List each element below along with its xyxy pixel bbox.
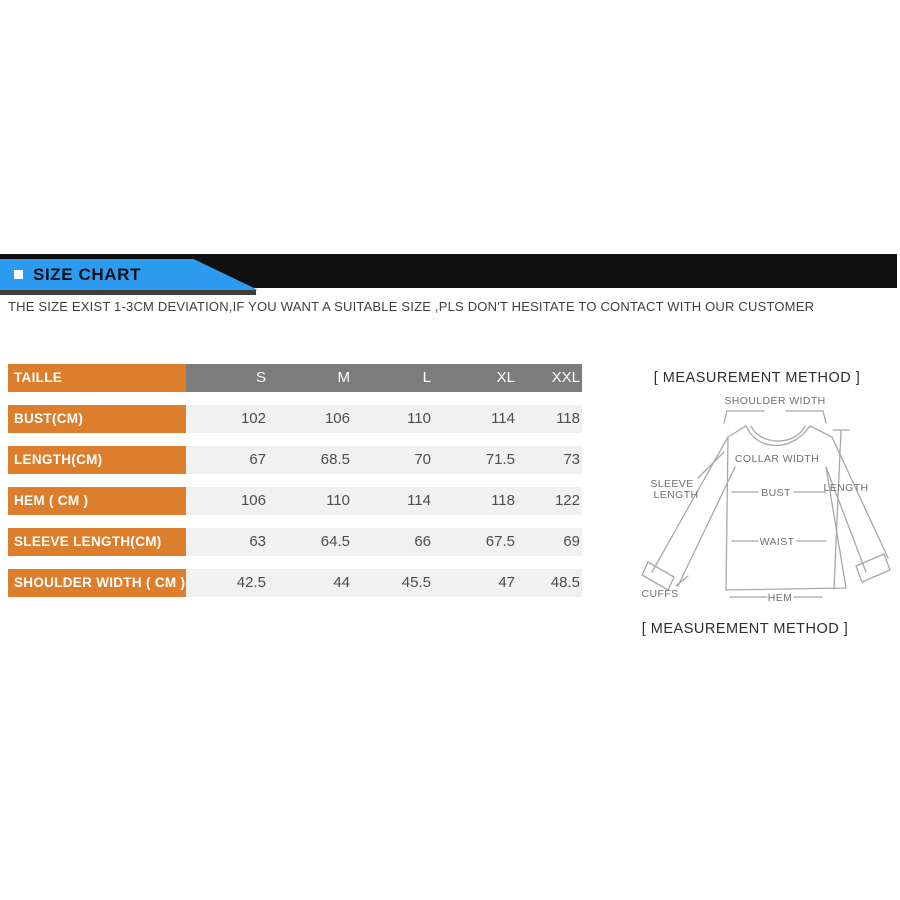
row-label: LENGTH(CM) [8, 446, 186, 474]
cell-value: 102 [240, 410, 266, 427]
sleeve-length-label-line1: SLEEVE [650, 478, 693, 490]
cell-value: 71.5 [485, 451, 515, 468]
cell-value: 114 [491, 410, 515, 427]
row-label: BUST(CM) [8, 405, 186, 433]
cell-value: 63 [249, 533, 266, 550]
cell-value: 44 [333, 574, 350, 591]
cell-value: 118 [556, 410, 580, 427]
square-bullet-icon [14, 270, 23, 279]
table-row-hem: HEM ( CM ) 106 110 114 118 122 [8, 487, 582, 515]
cell-value: 67 [249, 451, 266, 468]
shoulder-width-bracket [723, 410, 827, 424]
cuffs-label: CUFFS [642, 588, 679, 600]
left-cuff [641, 561, 675, 591]
collar-outer-line [745, 425, 811, 447]
row-values: 42.5 44 45.5 47 48.5 [186, 569, 582, 597]
right-sleeve [825, 436, 889, 573]
table-row-sleeve-length: SLEEVE LENGTH(CM) 63 64.5 66 67.5 69 [8, 528, 582, 556]
cell-value: 118 [491, 492, 515, 509]
row-header-taille: TAILLE [8, 364, 186, 392]
cell-value: 42.5 [236, 574, 266, 591]
banner-shadow-strip [0, 290, 256, 295]
table-row-length: LENGTH(CM) 67 68.5 70 71.5 73 [8, 446, 582, 474]
measurement-method-title-top: [ MEASUREMENT METHOD ] [654, 370, 861, 386]
cell-value: 70 [414, 451, 431, 468]
row-label: HEM ( CM ) [8, 487, 186, 515]
bust-label: BUST [761, 487, 791, 499]
sleeve-length-pointer-line [697, 451, 725, 479]
measurement-method-diagram: [ MEASUREMENT METHOD ] SHOULDER WIDTH CO… [640, 360, 895, 650]
cell-value: 69 [563, 533, 580, 550]
size-chart-banner: SIZE CHART [0, 254, 897, 296]
length-label: LENGTH [824, 482, 869, 494]
cell-value: 110 [407, 410, 431, 427]
col-header-xl: XL [496, 369, 515, 386]
cell-value: 106 [324, 410, 350, 427]
row-values: 67 68.5 70 71.5 73 [186, 446, 582, 474]
row-values: 63 64.5 66 67.5 69 [186, 528, 582, 556]
shoulder-seams [727, 425, 833, 438]
table-row-bust: BUST(CM) 102 106 110 114 118 [8, 405, 582, 433]
size-deviation-disclaimer: THE SIZE EXIST 1-3CM DEVIATION,IF YOU WA… [8, 299, 815, 314]
cell-value: 122 [554, 492, 580, 509]
hem-label: HEM [768, 592, 793, 604]
size-header-cells: S M L XL XXL [186, 364, 582, 392]
sleeve-length-label-line2: LENGTH [654, 489, 699, 501]
cell-value: 45.5 [401, 574, 431, 591]
col-header-m: M [337, 369, 351, 386]
collar-inner-line [750, 425, 806, 442]
col-header-xxl: XXL [551, 369, 580, 386]
cuffs-pointer-line [675, 575, 689, 587]
table-row-shoulder-width: SHOULDER WIDTH ( CM ) 42.5 44 45.5 47 48… [8, 569, 582, 597]
left-sleeve [651, 436, 736, 587]
cell-value: 68.5 [320, 451, 350, 468]
row-values: 102 106 110 114 118 [186, 405, 582, 433]
table-header-row: TAILLE S M L XL XXL [8, 364, 582, 392]
cell-value: 48.5 [550, 574, 580, 591]
col-header-s: S [255, 369, 266, 386]
cell-value: 106 [240, 492, 266, 509]
shirt-sketch: [ MEASUREMENT METHOD ] SHOULDER WIDTH CO… [641, 370, 891, 637]
banner-title: SIZE CHART [33, 265, 141, 284]
cell-value: 64.5 [320, 533, 350, 550]
cell-value: 67.5 [485, 533, 515, 550]
cell-value: 73 [563, 451, 580, 468]
cell-value: 66 [414, 533, 431, 550]
row-label: SLEEVE LENGTH(CM) [8, 528, 186, 556]
cell-value: 47 [498, 574, 515, 591]
length-measure-line [832, 429, 850, 590]
shoulder-width-label: SHOULDER WIDTH [724, 395, 825, 407]
row-values: 106 110 114 118 122 [186, 487, 582, 515]
body-outline [725, 436, 847, 591]
cell-value: 110 [326, 492, 350, 509]
col-header-l: L [422, 369, 431, 386]
row-label: SHOULDER WIDTH ( CM ) [8, 569, 186, 597]
size-table: TAILLE S M L XL XXL BUST(CM) 102 106 110… [8, 364, 582, 610]
collar-width-label: COLLAR WIDTH [735, 453, 819, 465]
measurement-method-title-bottom: [ MEASUREMENT METHOD ] [642, 621, 849, 637]
cell-value: 114 [407, 492, 431, 509]
right-cuff [855, 553, 891, 583]
waist-label: WAIST [760, 536, 795, 548]
